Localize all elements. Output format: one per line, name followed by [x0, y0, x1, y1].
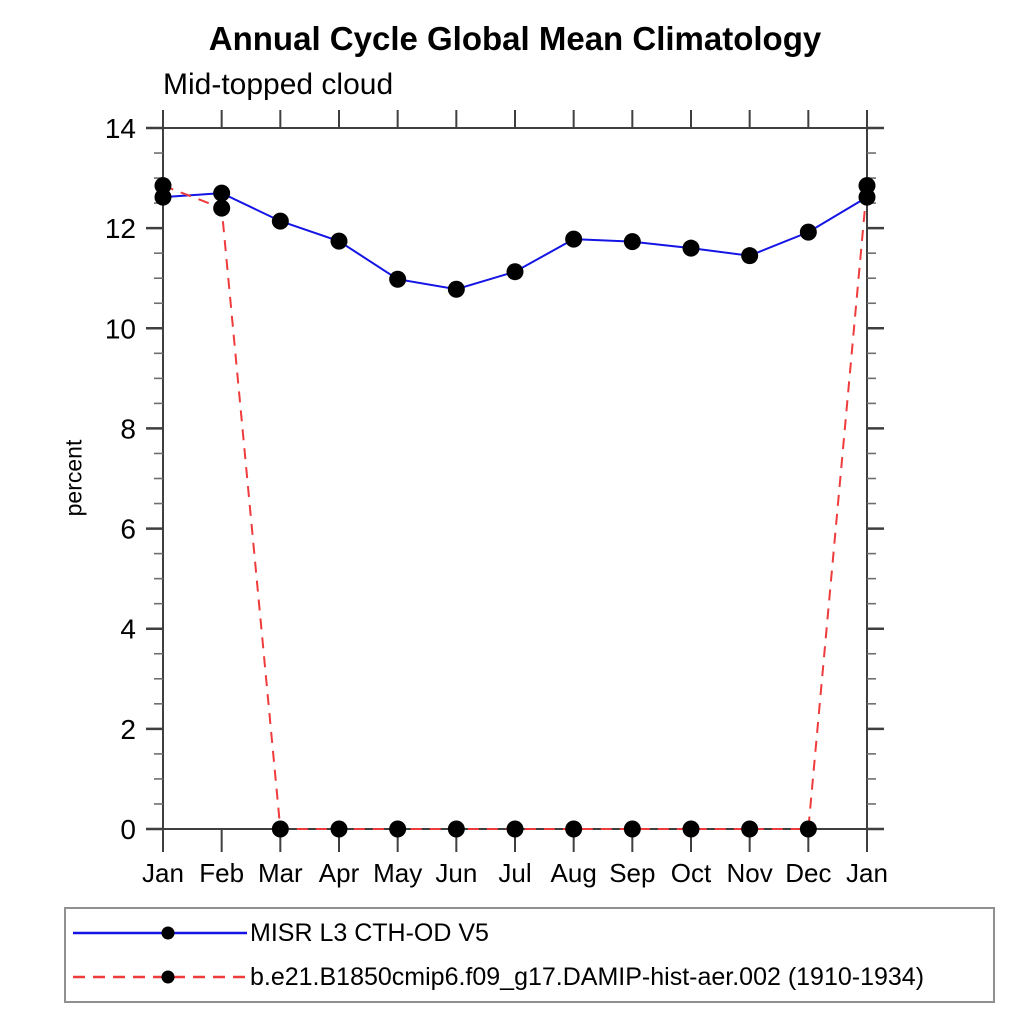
y-tick-label: 14	[105, 113, 136, 144]
legend-label-misr: MISR L3 CTH-OD V5	[250, 918, 489, 947]
data-point	[213, 184, 231, 202]
data-point	[623, 233, 641, 251]
data-point	[741, 247, 759, 265]
data-point	[799, 820, 817, 838]
x-tick-label: Aug	[551, 858, 597, 888]
y-tick-label: 10	[105, 313, 136, 344]
y-tick-label: 12	[105, 213, 136, 244]
data-point	[447, 280, 465, 298]
legend-swatch-dashed-line	[73, 970, 247, 984]
data-point	[506, 820, 524, 838]
chart-subtitle: Mid-topped cloud	[163, 68, 394, 101]
legend-item-model: b.e21.B1850cmip6.f09_g17.DAMIP-hist-aer.…	[70, 957, 993, 997]
y-tick-label: 6	[120, 514, 136, 545]
data-point	[447, 820, 465, 838]
legend-swatch-solid-line	[73, 926, 247, 940]
y-tick-label: 4	[120, 614, 136, 645]
legend-item-misr: MISR L3 CTH-OD V5	[70, 913, 993, 953]
x-tick-label: May	[373, 858, 422, 888]
x-tick-label: Mar	[258, 858, 303, 888]
data-point	[389, 270, 407, 288]
circle-marker-icon	[161, 970, 175, 984]
x-tick-label: Jul	[498, 858, 531, 888]
x-tick-label: Jun	[435, 858, 477, 888]
chart-title: Annual Cycle Global Mean Climatology	[208, 20, 822, 57]
x-tick-label: Jan	[846, 858, 888, 888]
data-point	[682, 239, 700, 257]
x-tick-label: Dec	[785, 858, 831, 888]
legend-label-model: b.e21.B1850cmip6.f09_g17.DAMIP-hist-aer.…	[250, 962, 925, 991]
data-point	[565, 230, 583, 248]
data-point	[271, 212, 289, 230]
legend: MISR L3 CTH-OD V5 b.e21.B1850cmip6.f09_g…	[64, 907, 995, 1003]
data-point	[330, 232, 348, 250]
x-tick-label: Oct	[671, 858, 712, 888]
y-tick-label: 2	[120, 714, 136, 745]
data-point	[682, 820, 700, 838]
data-point	[389, 820, 407, 838]
data-point	[506, 263, 524, 281]
y-tick-label: 8	[120, 413, 136, 444]
data-point	[271, 820, 289, 838]
x-tick-label: Feb	[199, 858, 244, 888]
x-tick-label: Sep	[609, 858, 655, 888]
data-point	[154, 177, 172, 195]
data-point	[213, 199, 231, 217]
y-tick-label: 0	[120, 814, 136, 845]
x-tick-label: Apr	[319, 858, 360, 888]
axis-frame	[162, 127, 868, 830]
data-point	[799, 223, 817, 241]
data-point	[565, 820, 583, 838]
x-tick-label: Nov	[727, 858, 773, 888]
circle-marker-icon	[161, 926, 175, 940]
data-point	[741, 820, 759, 838]
data-point	[330, 820, 348, 838]
series-line	[162, 184, 868, 830]
data-point	[623, 820, 641, 838]
x-tick-label: Jan	[142, 858, 184, 888]
data-point	[858, 177, 876, 195]
